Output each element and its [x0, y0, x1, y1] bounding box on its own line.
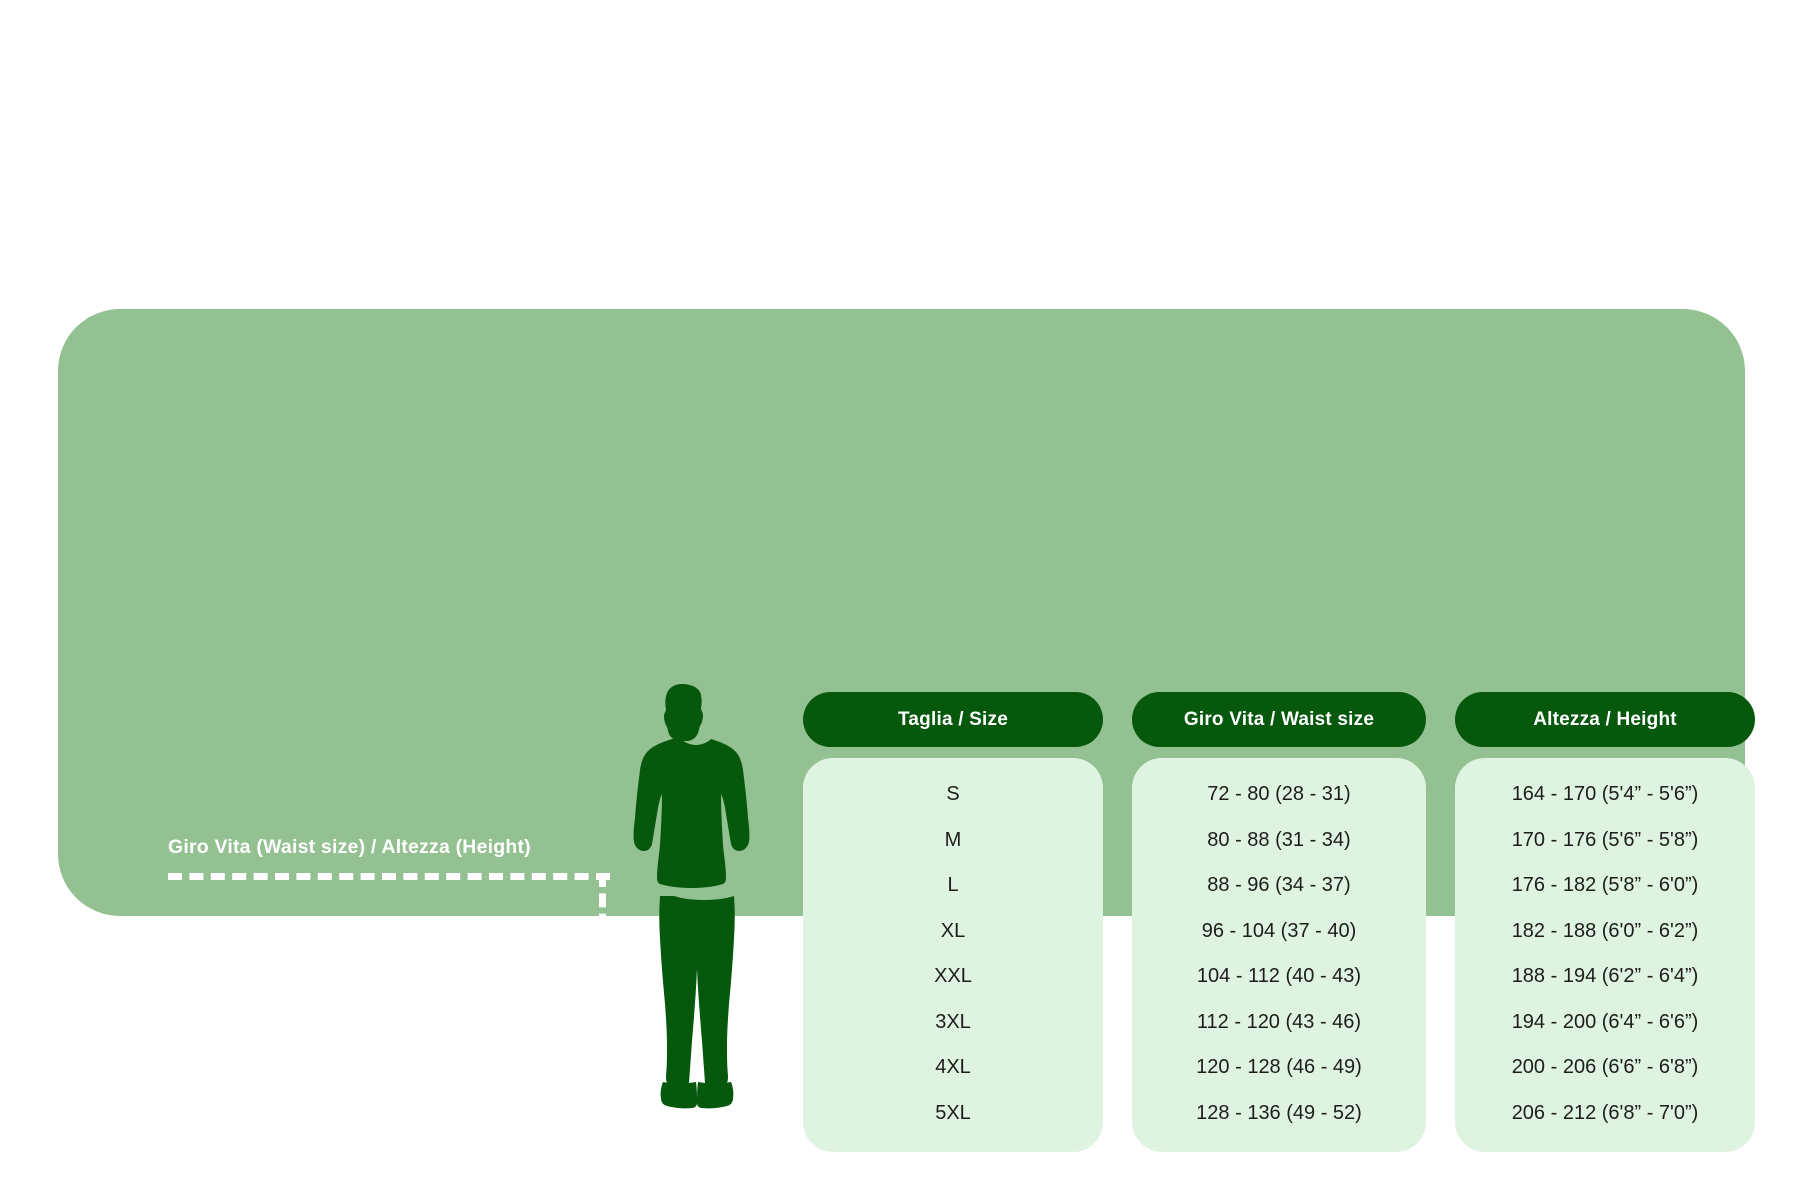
column-body-height: 164 - 170 (5'4” - 5'6”) 170 - 176 (5'6” …: [1455, 758, 1755, 1152]
table-cell-size: 4XL: [935, 1056, 971, 1079]
table-cell-size: XL: [940, 919, 966, 942]
table-cell-size: L: [947, 874, 959, 897]
table-cell-size: 3XL: [935, 1010, 971, 1033]
male-silhouette-icon: [620, 684, 750, 1129]
table-cell-height: 164 - 170 (5'4” - 5'6”): [1511, 783, 1699, 806]
size-chart-panel: Giro Vita (Waist size) / Altezza (Height…: [58, 309, 1755, 1152]
size-table: Taglia / Size S M L XL XXL 3XL 4XL 5XL G…: [803, 692, 1755, 1152]
table-cell-height: 170 - 176 (5'6” - 5'8”): [1511, 828, 1699, 851]
table-cell-waist: 72 - 80 (28 - 31): [1207, 783, 1351, 806]
table-cell-height: 206 - 212 (6'8” - 7'0”): [1511, 1101, 1699, 1124]
table-cell-waist: 112 - 120 (43 - 46): [1196, 1010, 1362, 1033]
table-cell-waist: 88 - 96 (34 - 37): [1207, 874, 1351, 897]
table-cell-waist: 80 - 88 (31 - 34): [1207, 828, 1351, 851]
table-cell-size: 5XL: [935, 1101, 971, 1124]
table-cell-size: M: [944, 828, 962, 851]
column-body-size: S M L XL XXL 3XL 4XL 5XL: [803, 758, 1103, 1152]
column-height: Altezza / Height 164 - 170 (5'4” - 5'6”)…: [1455, 692, 1755, 1152]
column-header-size: Taglia / Size: [803, 692, 1103, 747]
column-body-waist: 72 - 80 (28 - 31) 80 - 88 (31 - 34) 88 -…: [1132, 758, 1426, 1152]
table-cell-height: 200 - 206 (6'6” - 6'8”): [1511, 1056, 1699, 1079]
column-header-waist: Giro Vita / Waist size: [1132, 692, 1426, 747]
table-cell-waist: 96 - 104 (37 - 40): [1201, 919, 1357, 942]
table-cell-waist: 128 - 136 (49 - 52): [1196, 1101, 1362, 1124]
column-size: Taglia / Size S M L XL XXL 3XL 4XL 5XL: [803, 692, 1103, 1152]
table-cell-waist: 120 - 128 (46 - 49): [1196, 1056, 1362, 1079]
dashed-measure-line-icon-horizontal: [168, 873, 610, 880]
measurement-legend-label: Giro Vita (Waist size) / Altezza (Height…: [168, 836, 531, 858]
column-waist: Giro Vita / Waist size 72 - 80 (28 - 31)…: [1132, 692, 1426, 1152]
column-header-height: Altezza / Height: [1455, 692, 1755, 747]
table-cell-waist: 104 - 112 (40 - 43): [1196, 965, 1362, 988]
table-cell-height: 194 - 200 (6'4” - 6'6”): [1511, 1010, 1699, 1033]
table-cell-height: 182 - 188 (6'0” - 6'2”): [1511, 919, 1699, 942]
dashed-measure-line-icon-vertical: [599, 873, 606, 1131]
table-cell-height: 176 - 182 (5'8” - 6'0”): [1511, 874, 1699, 897]
table-cell-size: XXL: [934, 965, 972, 988]
table-cell-height: 188 - 194 (6'2” - 6'4”): [1511, 965, 1699, 988]
table-cell-size: S: [946, 783, 960, 806]
